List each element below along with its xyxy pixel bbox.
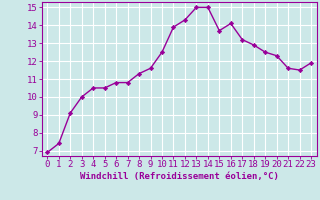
X-axis label: Windchill (Refroidissement éolien,°C): Windchill (Refroidissement éolien,°C)	[80, 172, 279, 181]
